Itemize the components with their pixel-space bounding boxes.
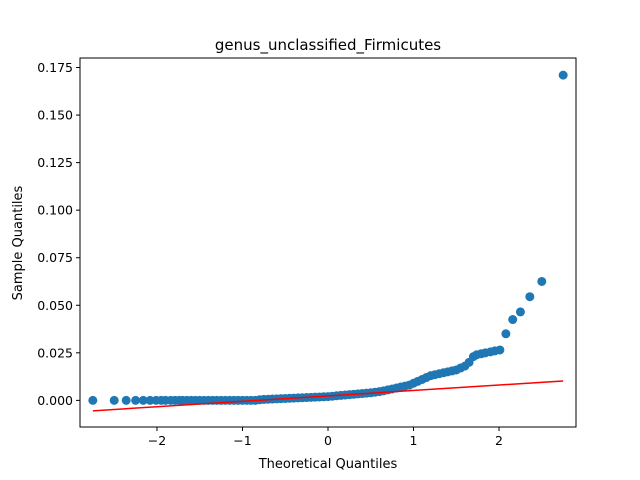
reference-line bbox=[92, 380, 564, 412]
data-point bbox=[88, 395, 98, 405]
y-tick-label: 0.000 bbox=[37, 393, 73, 408]
data-point bbox=[515, 307, 525, 317]
chart-title: genus_unclassified_Firmicutes bbox=[215, 36, 441, 55]
data-point bbox=[121, 395, 131, 405]
data-point bbox=[525, 292, 535, 302]
y-axis-title: Sample Quantiles bbox=[11, 185, 26, 300]
data-point bbox=[138, 395, 148, 405]
y-tick-label: 0.150 bbox=[37, 108, 73, 123]
x-tick-label: −2 bbox=[148, 433, 166, 448]
x-axis-title: Theoretical Quantiles bbox=[258, 457, 398, 472]
y-tick-label: 0.025 bbox=[37, 345, 73, 360]
data-point bbox=[109, 395, 119, 405]
data-point bbox=[558, 70, 568, 80]
data-point bbox=[495, 345, 505, 355]
y-tick-label: 0.075 bbox=[37, 250, 73, 265]
data-point bbox=[508, 315, 518, 325]
x-tick-label: 1 bbox=[410, 433, 418, 448]
x-tick-label: −1 bbox=[233, 433, 251, 448]
x-tick-label: 2 bbox=[495, 433, 503, 448]
data-point bbox=[501, 329, 511, 339]
y-tick-label: 0.100 bbox=[37, 203, 73, 218]
x-axis-ticks: −2 −1 0 1 2 bbox=[148, 427, 503, 448]
x-tick-label: 0 bbox=[324, 433, 332, 448]
plot-area bbox=[79, 57, 577, 428]
data-point bbox=[131, 395, 141, 405]
y-tick-label: 0.050 bbox=[37, 298, 73, 313]
y-tick-label: 0.175 bbox=[37, 60, 73, 75]
y-tick-label: 0.125 bbox=[37, 155, 73, 170]
y-axis-ticks: 0.000 0.025 0.050 0.075 0.100 0.125 0.150 0.175 bbox=[37, 60, 80, 408]
data-point bbox=[537, 276, 547, 286]
points-layer bbox=[88, 70, 568, 405]
